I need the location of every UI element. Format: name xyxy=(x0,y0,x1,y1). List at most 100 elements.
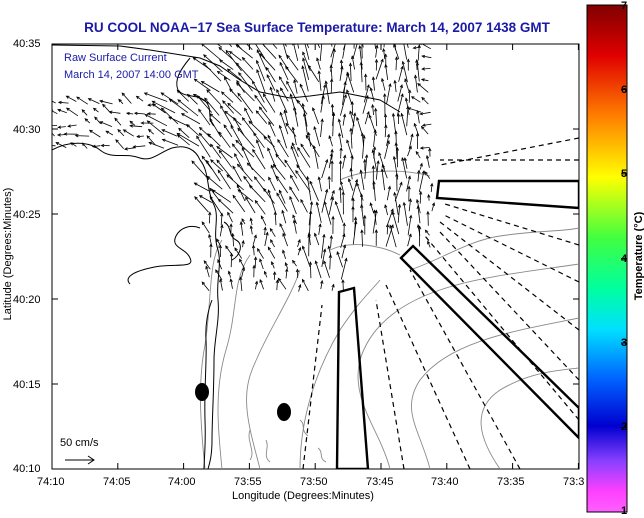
current-vector xyxy=(321,158,329,179)
current-vector xyxy=(57,108,67,114)
current-vector xyxy=(278,54,290,71)
current-vector xyxy=(339,146,343,159)
current-vector xyxy=(342,154,347,169)
current-vector xyxy=(229,223,233,236)
current-vector xyxy=(133,111,146,116)
current-vector xyxy=(277,138,289,158)
current-vector xyxy=(151,100,176,114)
current-vector xyxy=(341,191,345,215)
colorbar-tick-label: 5 xyxy=(621,168,628,180)
current-vector xyxy=(415,61,420,82)
current-vector xyxy=(227,270,231,278)
current-vector xyxy=(346,89,353,105)
current-vector xyxy=(360,229,364,247)
current-vector xyxy=(371,76,376,91)
current-vector xyxy=(232,194,246,213)
current-vector xyxy=(148,141,165,149)
current-vector xyxy=(192,93,210,104)
current-vector xyxy=(229,252,234,268)
current-vector xyxy=(273,211,278,226)
current-vector xyxy=(262,93,276,113)
current-vector xyxy=(419,111,431,116)
current-vector xyxy=(407,89,412,103)
current-vector xyxy=(403,44,408,60)
current-vector xyxy=(282,249,286,260)
current-vector xyxy=(396,112,401,125)
current-vector xyxy=(327,175,331,190)
current-vector xyxy=(348,178,354,191)
current-vector xyxy=(204,97,220,116)
current-vector xyxy=(216,70,231,81)
current-vector xyxy=(329,234,333,248)
current-vector xyxy=(351,55,355,70)
current-vector xyxy=(362,94,369,114)
colorbar xyxy=(586,4,628,513)
y-tick-label: 40:25 xyxy=(13,209,41,221)
current-vector xyxy=(146,112,156,116)
station-marker xyxy=(277,403,291,421)
current-vector xyxy=(401,60,408,83)
current-vector xyxy=(301,65,309,92)
current-vector xyxy=(202,62,222,82)
current-vector xyxy=(52,124,58,126)
dashed-boundaries xyxy=(302,137,579,469)
current-vector xyxy=(293,106,299,127)
current-vector xyxy=(263,270,268,278)
current-vector xyxy=(227,211,233,223)
current-vector xyxy=(65,95,77,102)
current-vector xyxy=(177,99,199,117)
current-vector xyxy=(406,44,409,49)
current-vector xyxy=(381,77,386,91)
current-vector xyxy=(420,44,431,50)
current-vector xyxy=(121,92,132,104)
current-vector xyxy=(241,239,245,248)
current-vector xyxy=(239,258,245,269)
current-vector xyxy=(238,72,253,92)
colorbar-tick-label: 2 xyxy=(621,421,628,433)
current-vector xyxy=(232,165,242,182)
station-marker xyxy=(195,383,209,401)
current-vector xyxy=(406,175,411,192)
current-vector xyxy=(404,78,410,91)
current-vector xyxy=(419,162,423,170)
current-vector xyxy=(383,93,387,116)
current-vector xyxy=(210,143,222,159)
current-vector xyxy=(414,74,418,93)
current-vector xyxy=(340,233,346,248)
current-vector xyxy=(378,151,385,170)
current-vector xyxy=(87,98,100,104)
current-vector xyxy=(309,210,313,235)
current-vector xyxy=(393,191,399,215)
current-vector xyxy=(407,233,412,247)
current-vector xyxy=(235,139,255,158)
current-vector xyxy=(389,224,397,248)
current-vector xyxy=(193,78,211,91)
current-vector xyxy=(307,233,311,257)
y-tick-label: 40:10 xyxy=(13,463,41,475)
current-vector xyxy=(420,125,429,135)
current-vector xyxy=(315,201,322,223)
current-vector xyxy=(88,129,101,138)
current-vector xyxy=(105,130,114,136)
current-vector xyxy=(284,159,298,179)
x-tick-label: 73:55 xyxy=(234,476,262,488)
current-vector xyxy=(316,57,321,70)
annotation-line-2: March 14, 2007 14:00 GMT xyxy=(64,69,199,81)
current-vector xyxy=(56,133,66,137)
current-vector xyxy=(264,231,269,247)
current-vector xyxy=(297,146,311,168)
current-vector xyxy=(100,143,110,148)
current-vector xyxy=(262,44,277,59)
current-vector xyxy=(341,244,347,259)
current-vector xyxy=(407,185,411,202)
current-vector xyxy=(374,229,378,246)
current-vector xyxy=(292,219,297,234)
current-vector xyxy=(406,105,410,127)
current-vector xyxy=(295,268,300,278)
current-vector xyxy=(259,278,264,290)
current-vector xyxy=(420,78,429,82)
current-vector xyxy=(209,113,221,124)
current-vector xyxy=(330,78,334,94)
current-vector xyxy=(226,174,244,191)
